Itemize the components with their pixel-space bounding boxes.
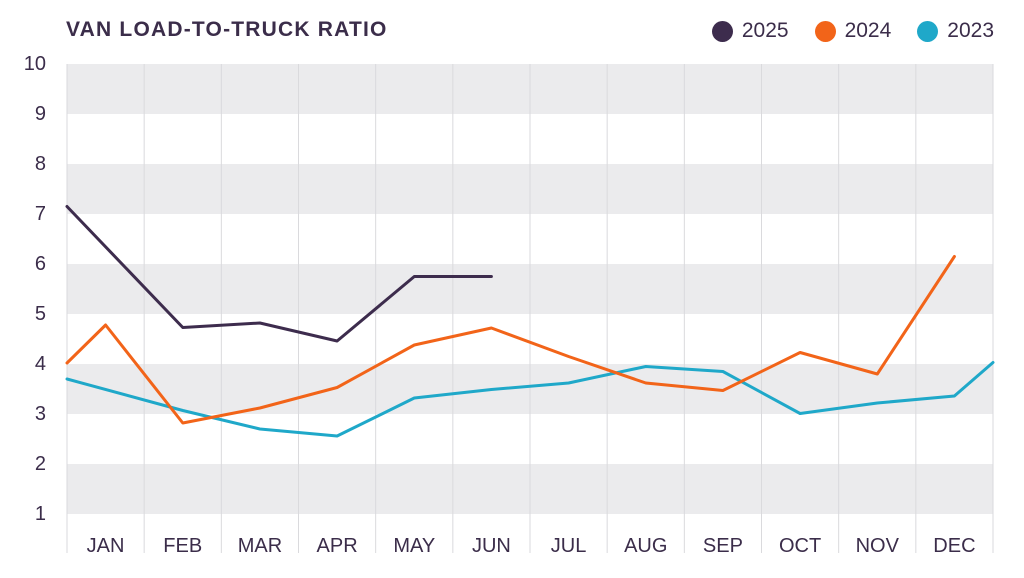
x-tick-label: JUN [472, 535, 511, 557]
y-tick-label: 6 [35, 253, 46, 275]
legend-label-2024: 2024 [844, 19, 892, 42]
legend-item-2024: 2024 [814, 19, 892, 43]
x-tick-label: FEB [163, 535, 202, 557]
x-tick-label: JAN [87, 535, 125, 557]
legend-swatch-2023 [917, 20, 939, 42]
y-tick-label: 5 [35, 303, 46, 325]
x-tick-label: JUL [551, 535, 587, 557]
x-tick-label: OCT [779, 535, 821, 557]
y-tick-label: 7 [35, 203, 46, 225]
x-axis: JAN FEB MAR APR MAY JUN JUL AUG SEP OCT NOV DEC [87, 535, 976, 557]
y-tick-label: 10 [24, 53, 46, 75]
y-tick-label: 9 [35, 103, 46, 125]
legend-item-2025: 2025 [711, 19, 789, 43]
legend-item-2023: 2023 [917, 19, 994, 43]
chart-title: VAN LOAD-TO-TRUCK RATIO [66, 18, 388, 41]
y-tick-label: 2 [35, 453, 46, 475]
legend-swatch-2025 [711, 20, 733, 42]
y-tick-label: 8 [35, 153, 46, 175]
x-tick-label: NOV [856, 535, 900, 557]
y-tick-label: 3 [35, 403, 46, 425]
legend-label-2025: 2025 [741, 19, 789, 42]
y-tick-label: 4 [35, 353, 46, 375]
x-tick-label: MAR [238, 535, 282, 557]
y-tick-label: 1 [35, 503, 46, 525]
legend: 2025 2024 2023 [711, 19, 994, 43]
vertical-gridlines [66, 64, 994, 553]
series-line-2023 [65, 361, 995, 438]
legend-swatch-2024 [814, 20, 836, 42]
legend-label-2023: 2023 [947, 19, 994, 42]
x-tick-label: DEC [933, 535, 975, 557]
y-axis: 1 2 3 4 5 6 7 8 9 10 [24, 53, 46, 525]
series-line-2024 [65, 255, 956, 425]
x-tick-label: MAY [393, 535, 435, 557]
x-tick-label: AUG [624, 535, 667, 557]
series-lines [65, 205, 995, 438]
x-tick-label: APR [317, 535, 358, 557]
series-line-2025 [65, 205, 493, 343]
x-tick-label: SEP [703, 535, 743, 557]
